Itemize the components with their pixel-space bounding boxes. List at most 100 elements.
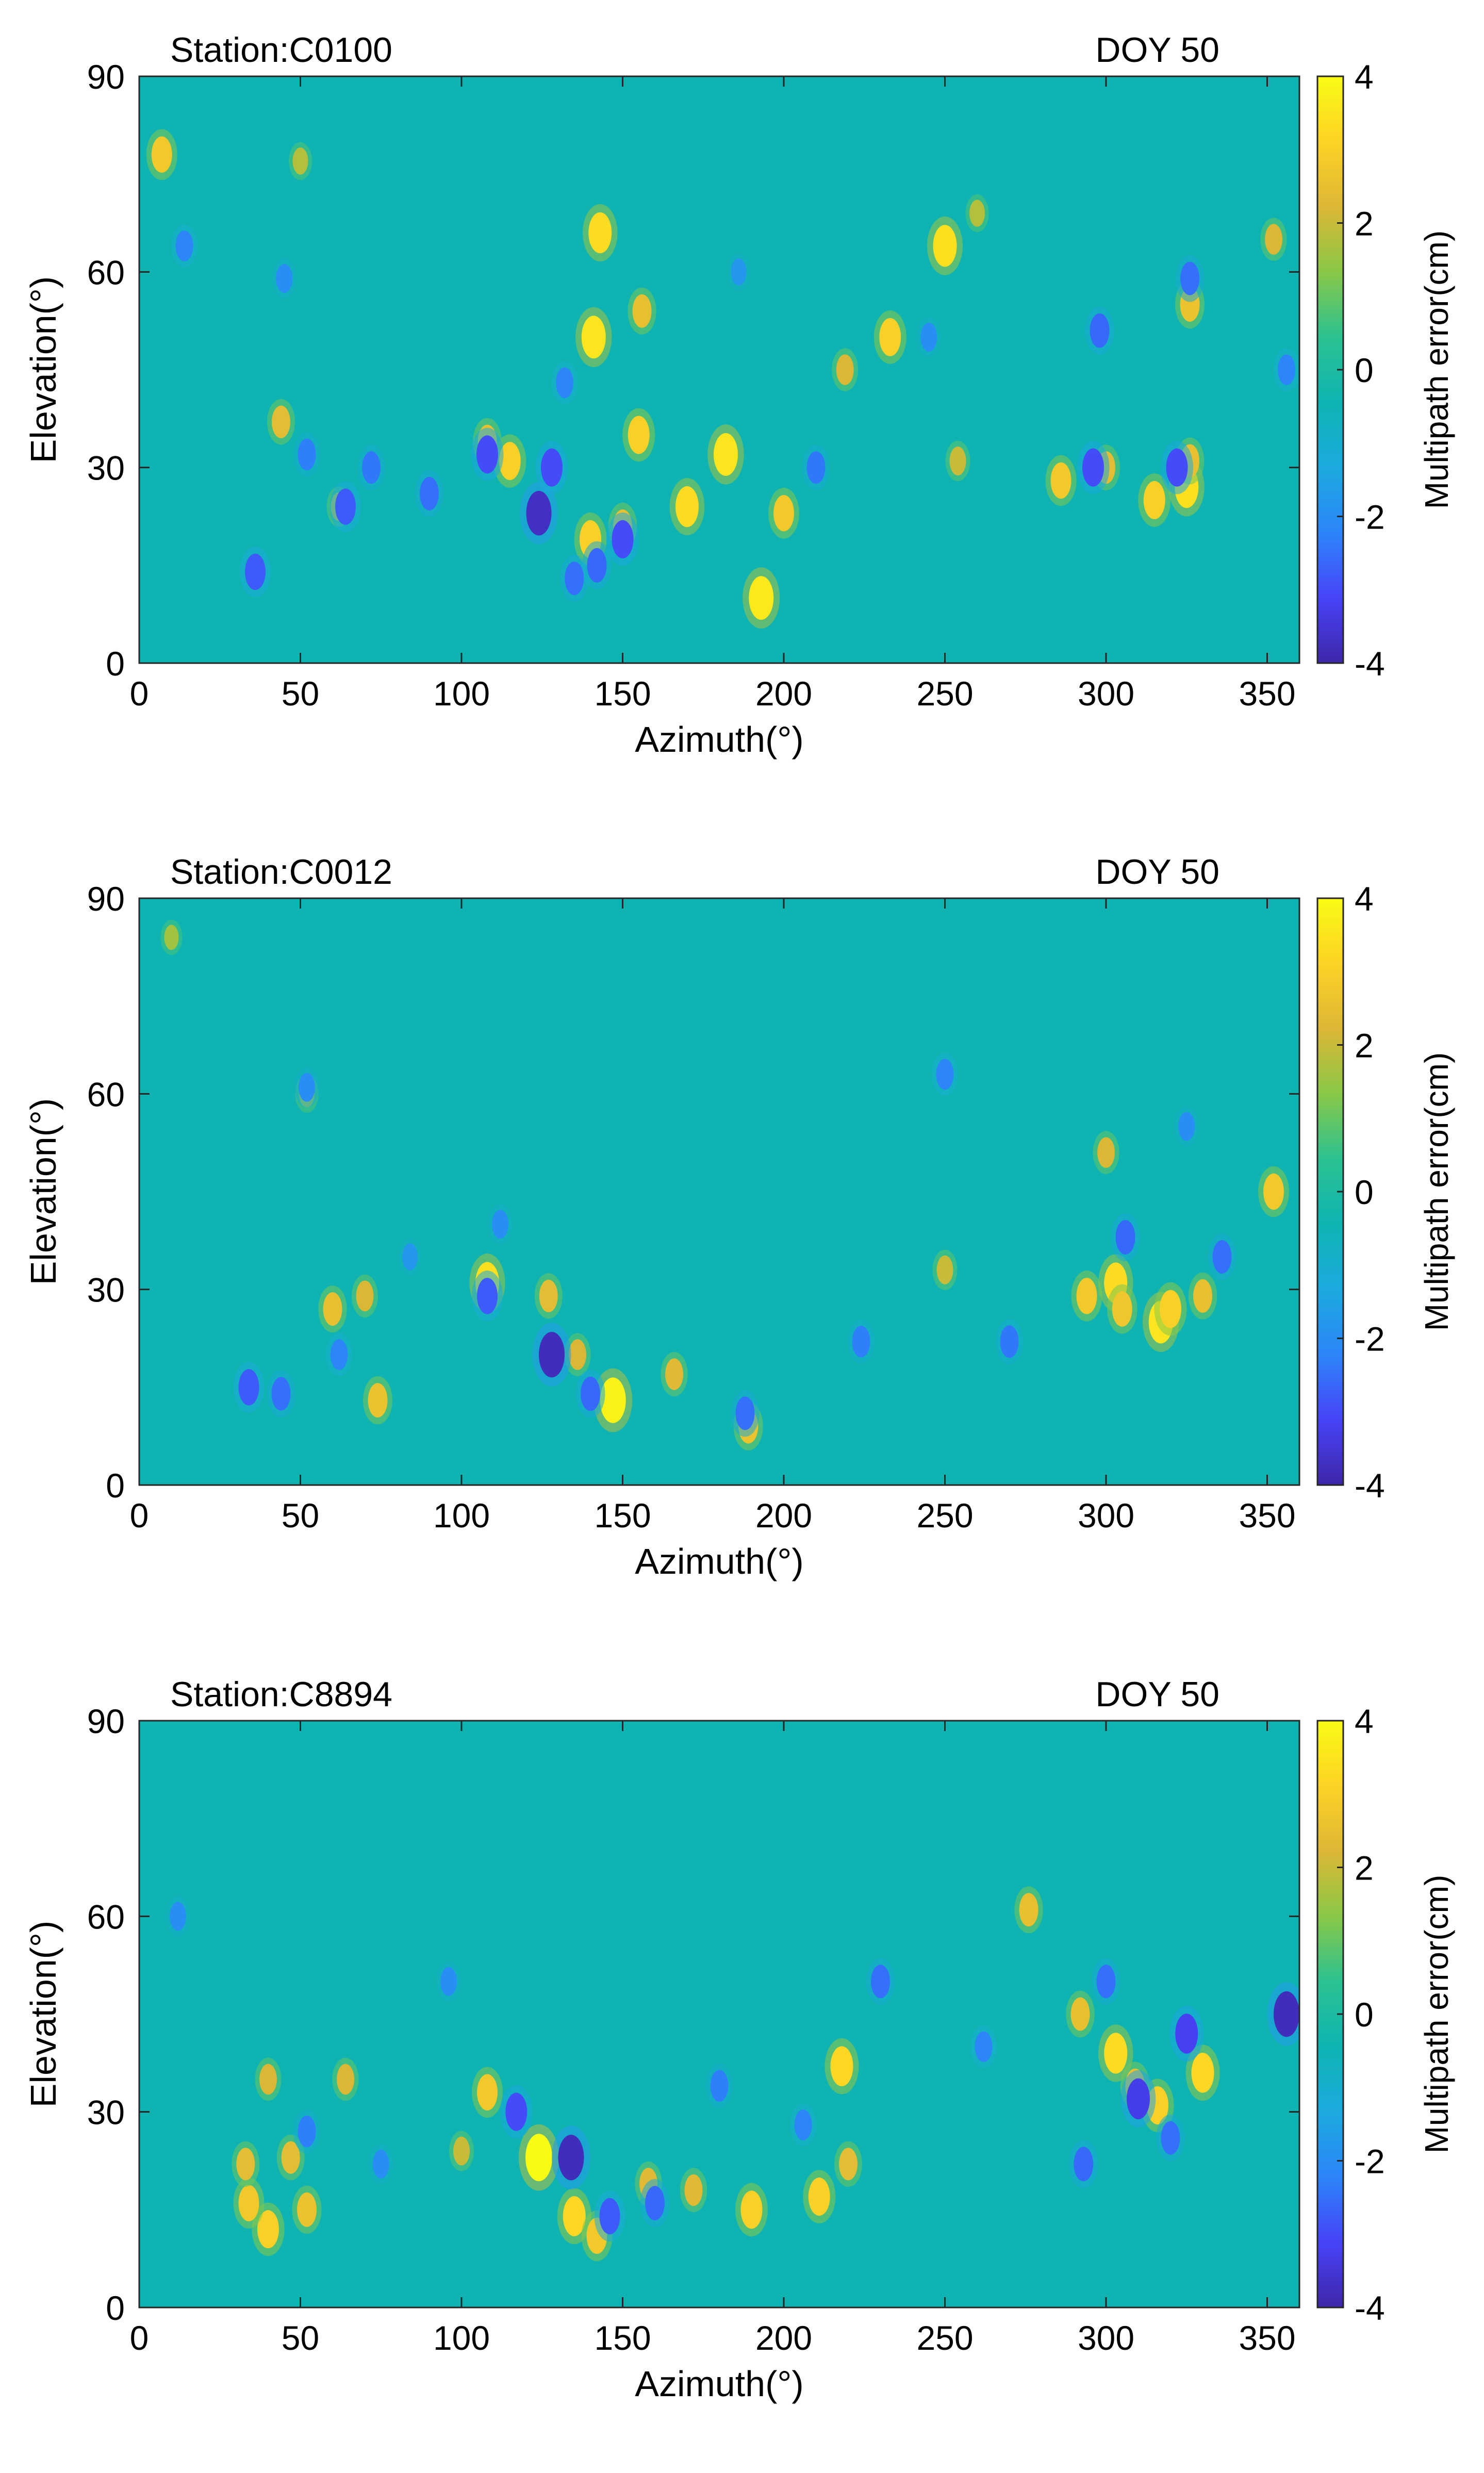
anomaly-spot bbox=[933, 225, 957, 267]
anomaly-spot bbox=[505, 2092, 527, 2131]
x-tick-label: 200 bbox=[755, 1496, 812, 1535]
anomaly-spot bbox=[1104, 2033, 1128, 2074]
y-tick-label: 60 bbox=[87, 1075, 125, 1113]
anomaly-spot bbox=[299, 1073, 315, 1102]
anomaly-spot bbox=[1178, 1112, 1195, 1141]
anomaly-spot bbox=[749, 576, 774, 620]
anomaly-spot bbox=[1097, 1137, 1115, 1168]
anomaly-spot bbox=[581, 316, 606, 359]
anomaly-spot bbox=[1082, 448, 1104, 487]
anomaly-spot bbox=[1076, 1278, 1097, 1314]
panels: 0 50 100 150 200 250 300 3500306090Azimuth(°)El… bbox=[23, 30, 1455, 2404]
anomaly-spot bbox=[499, 442, 521, 481]
anomaly-spot bbox=[1193, 1279, 1212, 1313]
y-tick-label: 0 bbox=[106, 2289, 125, 2327]
anomaly-spot bbox=[297, 2192, 317, 2227]
colorbar-tick-label: 4 bbox=[1355, 880, 1374, 918]
anomaly-spot bbox=[526, 490, 552, 536]
x-tick-label: 250 bbox=[916, 674, 973, 713]
anomaly-spot bbox=[684, 2174, 703, 2206]
y-tick-label: 90 bbox=[87, 1702, 125, 1740]
x-tick-label: 100 bbox=[433, 674, 490, 713]
anomaly-spot bbox=[936, 1255, 953, 1284]
anomaly-spot bbox=[735, 1396, 755, 1430]
anomaly-spot bbox=[362, 451, 381, 484]
x-tick-label: 50 bbox=[282, 2319, 319, 2357]
anomaly-spot bbox=[335, 488, 356, 525]
colorbar-tick-label: 4 bbox=[1355, 1702, 1374, 1740]
anomaly-spot bbox=[281, 2141, 300, 2174]
anomaly-spot bbox=[1265, 224, 1282, 255]
station-label: Station:C8894 bbox=[170, 1675, 392, 1714]
x-tick-label: 150 bbox=[594, 1496, 651, 1535]
anomaly-spot bbox=[1212, 1240, 1232, 1274]
anomaly-spot bbox=[1143, 481, 1165, 519]
anomaly-spot bbox=[1180, 261, 1199, 295]
anomaly-spot bbox=[257, 2210, 279, 2249]
anomaly-spot bbox=[675, 486, 699, 527]
anomaly-spot bbox=[259, 2064, 277, 2095]
anomaly-spot bbox=[581, 1376, 600, 1411]
anomaly-spot bbox=[920, 322, 937, 352]
panel-1: 0 50 100 150 200 250 300 350 0 30 60 90 Azimuth(°) El… bbox=[23, 30, 1455, 760]
anomaly-spot bbox=[808, 2178, 830, 2216]
anomaly-spot bbox=[665, 1358, 683, 1390]
x-tick-label: 350 bbox=[1239, 1496, 1295, 1535]
anomaly-spot bbox=[440, 1967, 457, 1996]
y-tick-label: 30 bbox=[87, 1271, 125, 1309]
anomaly-spot bbox=[773, 494, 794, 532]
y-tick-label: 0 bbox=[106, 645, 125, 683]
x-tick-label: 100 bbox=[433, 2319, 490, 2357]
x-tick-label: 0 bbox=[130, 2319, 149, 2357]
colorbar-tick-label: -2 bbox=[1355, 498, 1385, 536]
anomaly-spot bbox=[1096, 1965, 1116, 1999]
anomaly-spot bbox=[936, 1059, 954, 1090]
anomaly-spot bbox=[710, 2070, 729, 2102]
anomaly-spot bbox=[238, 1369, 259, 1406]
axes-frame bbox=[138, 897, 1300, 1486]
anomaly-group bbox=[160, 919, 1289, 1450]
y-tick-label: 30 bbox=[87, 449, 125, 487]
x-tick-label: 300 bbox=[1078, 674, 1134, 713]
x-tick-label: 0 bbox=[130, 674, 149, 713]
anomaly-spot bbox=[525, 2134, 552, 2182]
anomaly-spot bbox=[368, 1383, 388, 1418]
anomaly-spot bbox=[969, 200, 985, 227]
colorbar-label: Multipath error(cm) bbox=[1418, 1875, 1455, 2154]
anomaly-group bbox=[166, 1886, 1299, 2262]
x-tick-label: 150 bbox=[594, 2319, 651, 2357]
x-tick-label: 150 bbox=[594, 674, 651, 713]
colorbar-tick-label: 0 bbox=[1355, 1173, 1374, 1211]
heatmap-field bbox=[139, 1721, 1299, 2307]
axes-frame bbox=[138, 75, 1300, 664]
anomaly-spot bbox=[879, 318, 901, 356]
anomaly-spot bbox=[839, 2148, 858, 2181]
colorbar-tick-label: -4 bbox=[1355, 1466, 1385, 1505]
anomaly-spot bbox=[539, 1279, 558, 1312]
anomaly-spot bbox=[238, 2185, 259, 2221]
axes-frame bbox=[138, 1720, 1300, 2309]
x-axis-label: Azimuth(°) bbox=[635, 719, 803, 760]
x-tick-label: 300 bbox=[1078, 1496, 1134, 1535]
x-tick-label: 250 bbox=[916, 1496, 973, 1535]
anomaly-spot bbox=[599, 2198, 620, 2235]
anomaly-spot bbox=[563, 2196, 586, 2236]
anomaly-spot bbox=[420, 476, 439, 510]
y-tick-label: 90 bbox=[87, 880, 125, 918]
x-tick-label: 0 bbox=[130, 1496, 149, 1535]
anomaly-spot bbox=[1191, 2053, 1214, 2093]
anomaly-spot bbox=[1050, 462, 1071, 499]
station-label: Station:C0012 bbox=[170, 852, 392, 892]
colorbar-tick-label: -4 bbox=[1355, 2289, 1385, 2327]
anomaly-spot bbox=[645, 2186, 665, 2221]
anomaly-spot bbox=[298, 438, 316, 471]
x-tick-label: 100 bbox=[433, 1496, 490, 1535]
y-tick-label: 30 bbox=[87, 2093, 125, 2132]
anomaly-spot bbox=[271, 1377, 291, 1411]
anomaly-spot bbox=[236, 2148, 255, 2181]
anomaly-spot bbox=[600, 1377, 626, 1423]
anomaly-spot bbox=[949, 447, 966, 476]
panel-2: 0 50 100 150 200 250 300 350 0 30 60 90 Azimuth(°) El… bbox=[23, 852, 1455, 1581]
anomaly-spot bbox=[175, 230, 193, 261]
